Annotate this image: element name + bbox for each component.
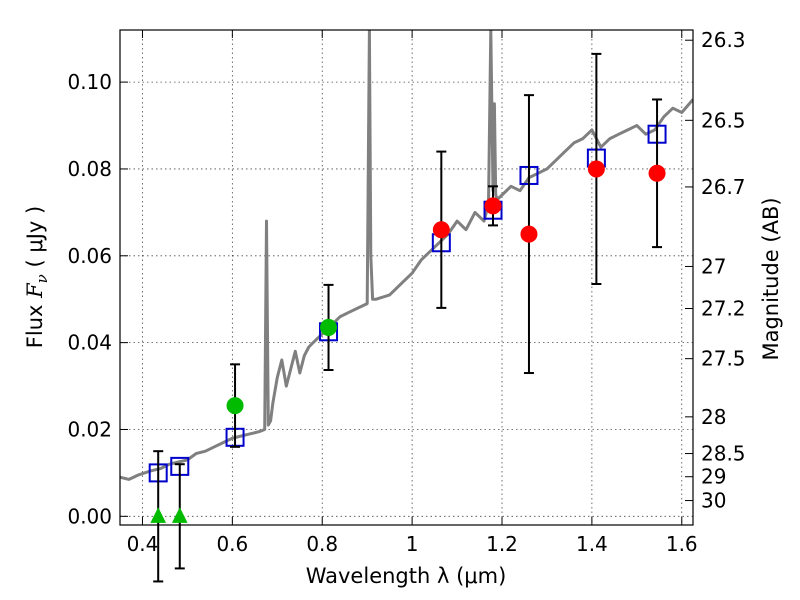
observed-flux-point (648, 164, 666, 182)
y-axis-label-sub: ν (33, 274, 51, 283)
y-axis-label-prefix: Flux (23, 298, 47, 348)
y-axis-label: Flux Fν ( μJy ) (23, 206, 51, 348)
model-layer (120, 30, 693, 481)
y-tick-label: 0.10 (67, 70, 112, 94)
y-tick-label: 0.02 (67, 417, 112, 441)
mag-tick-label: 27 (701, 254, 726, 278)
x-tick-label: 1 (406, 532, 419, 556)
x-tick-label: 0.8 (306, 532, 338, 556)
y-tick-label: 0.04 (67, 331, 112, 355)
mag-tick-label: 27.5 (701, 347, 746, 371)
x-tick-label: 1.2 (486, 532, 518, 556)
mag-tick-label: 26.3 (701, 28, 746, 52)
x-axis-label: Wavelength λ (μm) (306, 564, 507, 588)
mag-tick-label: 26.7 (701, 175, 746, 199)
y-axis-label-var: F (23, 282, 47, 299)
non-detection-triangle (150, 507, 167, 523)
mag-tick-label: 28.5 (701, 442, 746, 466)
magnitude-axis-label: Magnitude (AB) (759, 197, 783, 360)
observed-flux-point (520, 225, 538, 243)
observed-flux-point (226, 397, 244, 415)
tick-layer: 0.4 0.6 0.8 1 1.2 1.4 1.6 0.00 0.02 0.04 0.06 0.08 0… (67, 28, 745, 556)
observed-flux-point (484, 197, 502, 215)
x-tick-label: 0.6 (216, 532, 248, 556)
marker-layer (148, 52, 667, 583)
observed-flux-point (587, 160, 605, 178)
mag-tick-label: 27.2 (701, 296, 746, 320)
observed-flux-point (320, 318, 338, 336)
x-tick-label: 0.4 (127, 532, 159, 556)
y-tick-label: 0.06 (67, 244, 112, 268)
mag-tick-label: 26.5 (701, 108, 746, 132)
x-tick-label: 1.6 (666, 532, 698, 556)
y-tick-label: 0.00 (67, 504, 112, 528)
y-tick-label: 0.08 (67, 157, 112, 181)
plot-frame (119, 29, 694, 526)
x-tick-label: 1.4 (576, 532, 608, 556)
y-axis-label-suffix: ( μJy ) (23, 206, 47, 274)
mag-tick-label: 30 (701, 489, 726, 513)
non-detection-triangle (171, 507, 188, 523)
mag-tick-label: 28 (701, 405, 726, 429)
model-sed-curve (120, 30, 693, 481)
observed-flux-point (432, 221, 450, 239)
mag-tick-label: 29 (701, 465, 726, 489)
